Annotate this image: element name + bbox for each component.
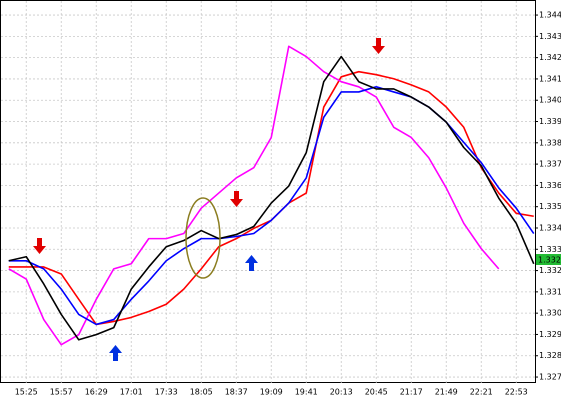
y-tick-label: 1.33000 xyxy=(539,309,561,318)
y-tick-label: 1.32800 xyxy=(539,351,561,360)
x-tick-label: 15:57 xyxy=(50,388,73,397)
price-label: 1.33220 xyxy=(538,256,561,265)
y-tick-label: 1.32900 xyxy=(539,330,561,339)
y-tick-label: 1.33700 xyxy=(539,160,561,169)
down-arrow xyxy=(33,238,46,254)
x-tick-label: 18:05 xyxy=(190,388,213,397)
series-group xyxy=(8,45,535,346)
x-tick-label: 17:33 xyxy=(155,388,178,397)
x-tick-label: 21:49 xyxy=(435,388,458,397)
x-tick-label: 19:41 xyxy=(295,388,318,397)
y-tick-label: 1.33500 xyxy=(539,202,561,211)
x-tick-label: 20:13 xyxy=(330,388,353,397)
price-box xyxy=(536,254,561,265)
y-tick-label: 1.33900 xyxy=(539,117,561,126)
y-tick-label: 1.33800 xyxy=(539,138,561,147)
x-tick-label: 22:21 xyxy=(470,388,493,397)
y-tick-label: 1.34100 xyxy=(539,74,561,83)
y-tick-label: 1.33200 xyxy=(539,266,561,275)
x-tick-label: 16:29 xyxy=(85,388,108,397)
x-tick-label: 22:53 xyxy=(505,388,528,397)
x-tick-label: 21:17 xyxy=(400,388,423,397)
highlight-ellipse xyxy=(185,197,221,279)
y-tick-label: 1.34400 xyxy=(539,11,561,20)
buy-arrows xyxy=(109,255,258,361)
y-tick-label: 1.34200 xyxy=(539,53,561,62)
x-tick-label: 20:45 xyxy=(365,388,388,397)
up-arrow xyxy=(245,255,258,271)
y-tick-label: 1.33400 xyxy=(539,223,561,232)
down-arrow xyxy=(230,191,243,207)
y-tick-label: 1.33300 xyxy=(539,245,561,254)
series-line xyxy=(8,45,500,346)
y-tick-label: 1.33100 xyxy=(539,287,561,296)
sell-arrows xyxy=(33,38,385,254)
series-line xyxy=(8,55,535,341)
y-tick-label: 1.34000 xyxy=(539,96,561,105)
x-tick-label: 15:25 xyxy=(15,388,38,397)
y-tick-label: 1.33600 xyxy=(539,181,561,190)
down-arrow xyxy=(372,38,385,54)
x-tick-label: 17:01 xyxy=(120,388,143,397)
y-tick-label: 1.34300 xyxy=(539,32,561,41)
x-tick-label: 18:37 xyxy=(225,388,248,397)
up-arrow xyxy=(109,345,122,361)
x-tick-label: 19:09 xyxy=(260,388,283,397)
plot-frame xyxy=(0,0,536,383)
y-tick-label: 1.32700 xyxy=(539,373,561,382)
